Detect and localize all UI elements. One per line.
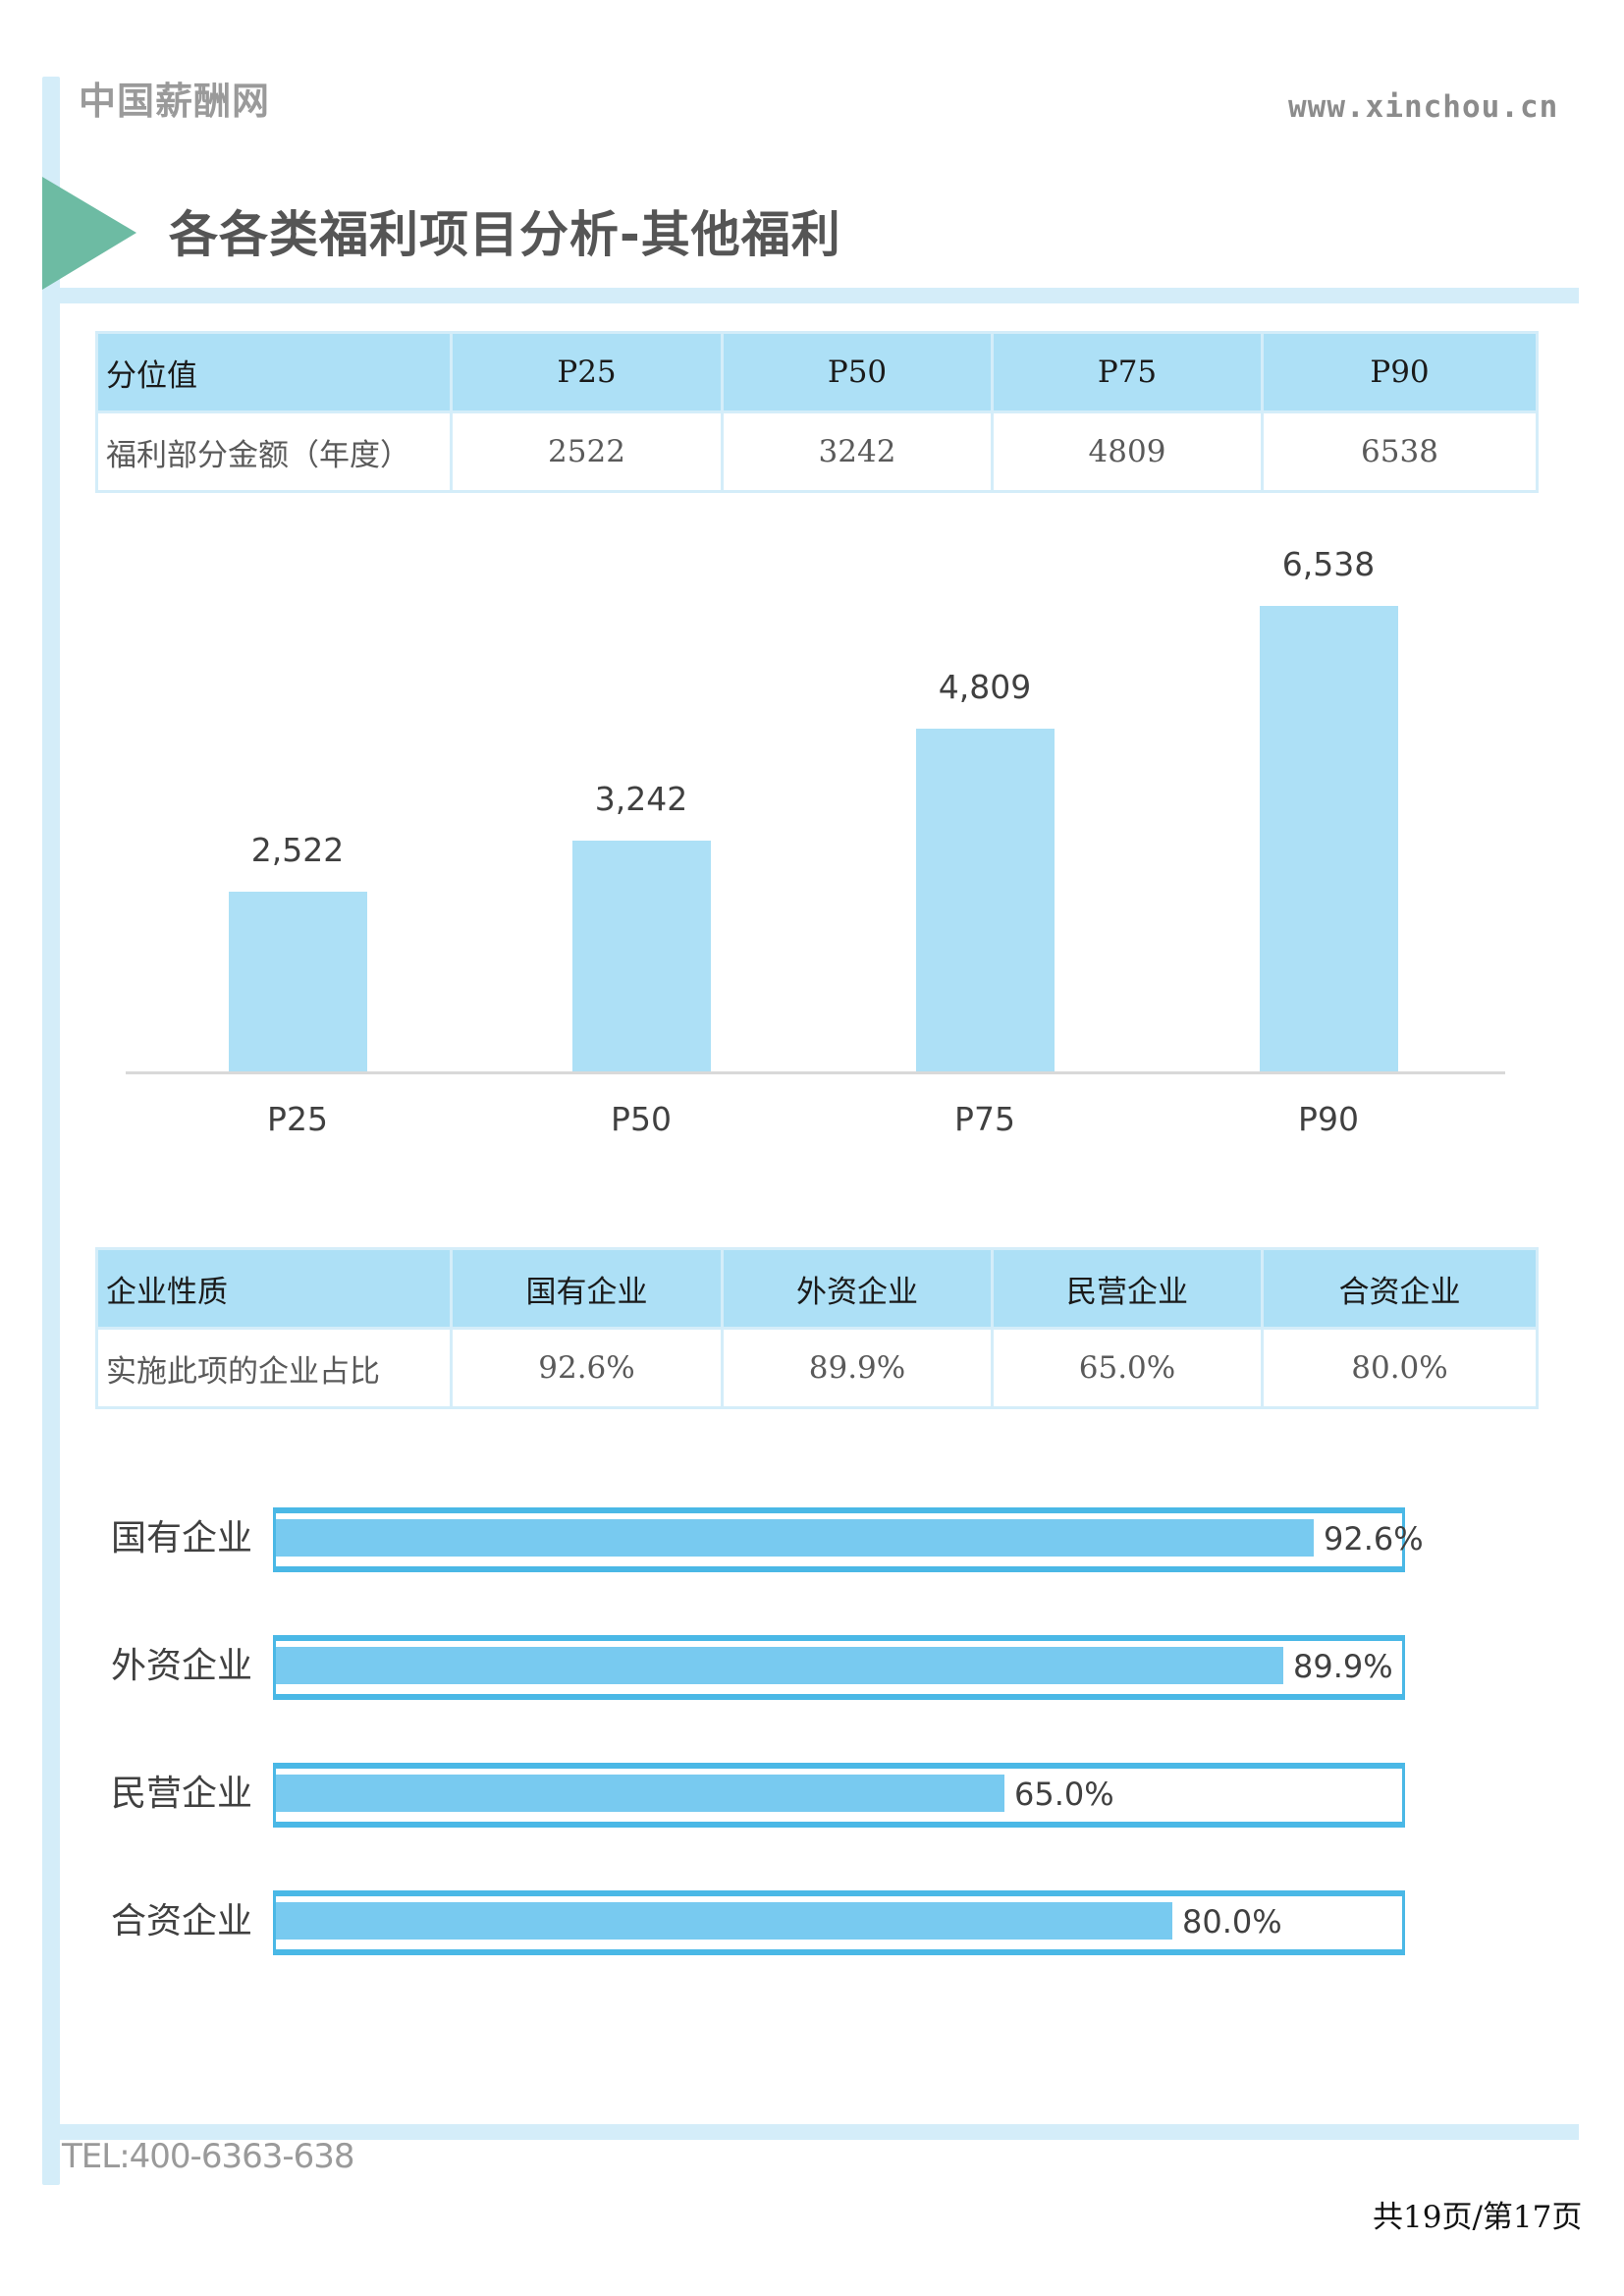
table-header-cell: 企业性质 bbox=[95, 1247, 453, 1330]
bar-value-label: 6,538 bbox=[1281, 545, 1376, 583]
bar-value-label: 4,809 bbox=[938, 668, 1032, 706]
x-axis-line bbox=[126, 1071, 1505, 1074]
progress-fill bbox=[276, 1647, 1283, 1684]
progress-category-label: 外资企业 bbox=[111, 1646, 253, 1686]
bar-p50 bbox=[572, 841, 711, 1071]
enterprise-type-table: 企业性质 国有企业 外资企业 民营企业 合资企业 实施此项的企业占比 92.6%… bbox=[95, 1247, 1539, 1409]
table-header-cell: 合资企业 bbox=[1261, 1247, 1539, 1330]
percentile-table: 分位值 P25 P50 P75 P90 福利部分金额（年度） 2522 3242… bbox=[95, 331, 1539, 493]
progress-category-label: 国有企业 bbox=[111, 1518, 253, 1558]
progress-fill bbox=[276, 1775, 1004, 1812]
bar-p75 bbox=[916, 729, 1055, 1071]
table-cell: 80.0% bbox=[1261, 1327, 1539, 1409]
progress-category-label: 民营企业 bbox=[111, 1774, 253, 1814]
progress-row: 外资企业 89.9% bbox=[111, 1635, 1525, 1700]
bar-value-label: 2,522 bbox=[250, 831, 345, 869]
table-row: 福利部分金额（年度） 2522 3242 4809 6538 bbox=[95, 410, 1539, 493]
site-url: www.xinchou.cn bbox=[1288, 89, 1559, 125]
progress-value-label: 92.6% bbox=[1324, 1520, 1424, 1558]
table-cell: 92.6% bbox=[450, 1327, 724, 1409]
table-row: 实施此项的企业占比 92.6% 89.9% 65.0% 80.0% bbox=[95, 1327, 1539, 1409]
x-axis-tick-label: P75 bbox=[954, 1100, 1015, 1138]
progress-row: 合资企业 80.0% bbox=[111, 1890, 1525, 1955]
table-header-cell: 分位值 bbox=[95, 331, 453, 413]
progress-track bbox=[273, 1507, 1405, 1572]
table-header-cell: P25 bbox=[450, 331, 724, 413]
site-logo-text: 中国薪酬网 bbox=[79, 80, 271, 123]
table-header-cell: P75 bbox=[991, 331, 1264, 413]
progress-row: 民营企业 65.0% bbox=[111, 1763, 1525, 1828]
progress-value-label: 89.9% bbox=[1293, 1648, 1393, 1685]
table-cell: 89.9% bbox=[721, 1327, 994, 1409]
page-title: 各各类福利项目分析-其他福利 bbox=[169, 206, 841, 263]
contact-phone: TEL:400-6363-638 bbox=[62, 2137, 355, 2176]
table-header-cell: 国有企业 bbox=[450, 1247, 724, 1330]
bar-value-label: 3,242 bbox=[594, 780, 688, 818]
table-cell: 4809 bbox=[991, 410, 1264, 493]
progress-row: 国有企业 92.6% bbox=[111, 1507, 1525, 1572]
table-cell: 65.0% bbox=[991, 1327, 1264, 1409]
header-divider-band bbox=[42, 288, 1579, 303]
table-row-label: 实施此项的企业占比 bbox=[95, 1327, 453, 1409]
table-header-row: 分位值 P25 P50 P75 P90 bbox=[95, 331, 1539, 413]
table-header-cell: P50 bbox=[721, 331, 994, 413]
left-decorative-bar bbox=[42, 77, 60, 2185]
table-row-label: 福利部分金额（年度） bbox=[95, 410, 453, 493]
progress-track bbox=[273, 1763, 1405, 1828]
table-cell: 6538 bbox=[1261, 410, 1539, 493]
x-axis-tick-label: P90 bbox=[1298, 1100, 1359, 1138]
progress-value-label: 65.0% bbox=[1014, 1776, 1114, 1813]
table-header-row: 企业性质 国有企业 外资企业 民营企业 合资企业 bbox=[95, 1247, 1539, 1330]
table-header-cell: P90 bbox=[1261, 331, 1539, 413]
percentile-bar-chart: 2,522 P25 3,242 P50 4,809 P75 6,538 P90 bbox=[126, 545, 1505, 1159]
progress-fill bbox=[276, 1519, 1314, 1557]
table-header-cell: 外资企业 bbox=[721, 1247, 994, 1330]
bar-p25 bbox=[229, 892, 367, 1071]
page-indicator: 共19页/第17页 bbox=[1373, 2200, 1583, 2235]
x-axis-tick-label: P50 bbox=[611, 1100, 672, 1138]
footer-divider-band bbox=[42, 2124, 1579, 2140]
progress-fill bbox=[276, 1902, 1172, 1940]
progress-category-label: 合资企业 bbox=[111, 1901, 253, 1941]
progress-track bbox=[273, 1890, 1405, 1955]
progress-value-label: 80.0% bbox=[1182, 1903, 1282, 1941]
table-cell: 3242 bbox=[721, 410, 994, 493]
table-cell: 2522 bbox=[450, 410, 724, 493]
x-axis-tick-label: P25 bbox=[267, 1100, 328, 1138]
title-triangle-icon bbox=[42, 177, 136, 290]
table-header-cell: 民营企业 bbox=[991, 1247, 1264, 1330]
progress-track bbox=[273, 1635, 1405, 1700]
bar-p90 bbox=[1260, 606, 1398, 1071]
